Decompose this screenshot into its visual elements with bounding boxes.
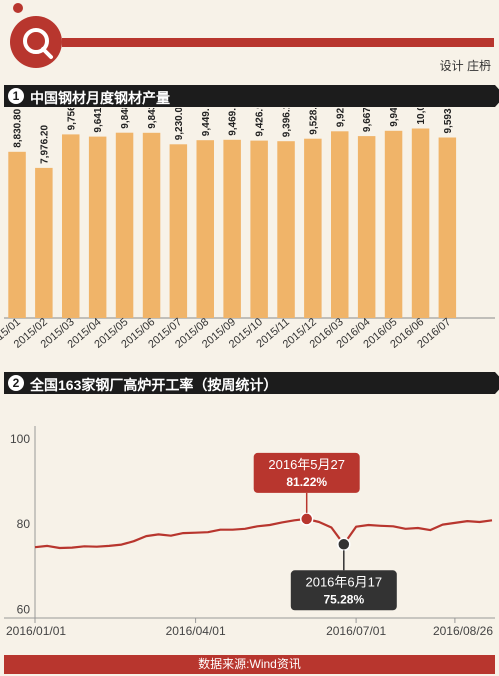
bar-value-label: 9,667.60 <box>362 108 373 132</box>
bar <box>62 134 80 318</box>
footer-bar: 数据来源:Wind资讯 <box>4 655 495 674</box>
callout-marker <box>337 537 351 552</box>
callout-bg <box>253 452 360 493</box>
bar-value-label: 9,946.10 <box>389 108 400 127</box>
bar <box>304 138 322 318</box>
x-tick-label: 2016/04/01 <box>166 624 226 638</box>
x-tick-label: 2016/08/26 <box>433 624 493 638</box>
header-rule <box>62 38 494 47</box>
logo-circle <box>10 16 62 68</box>
bar-value-label: 9,922.50 <box>335 108 346 127</box>
y-tick-label: 80 <box>17 517 31 531</box>
callout-date: 2016年6月17 <box>305 574 382 589</box>
bar <box>196 140 214 318</box>
bar-value-label: 10,071.50 <box>416 108 427 125</box>
x-tick-label: 2016/07/01 <box>326 624 386 638</box>
section1-header: 1 中国钢材月度钢材产量 <box>4 85 499 107</box>
bar-value-label: 9,469.00 <box>228 108 239 136</box>
bar-value-label: 9,641.00 <box>93 108 104 133</box>
bar <box>88 136 107 318</box>
section1-title: 中国钢材月度钢材产量 <box>30 90 170 106</box>
utilization-line <box>34 517 493 550</box>
callout-value: 75.28% <box>323 592 364 606</box>
bar-value-label: 9,528.10 <box>308 108 319 135</box>
bar <box>250 140 268 318</box>
bar <box>411 128 430 318</box>
bar <box>438 137 457 318</box>
magnifier-icon <box>23 28 49 54</box>
bar <box>169 144 188 318</box>
bar-value-label: 9,449.00 <box>201 108 212 136</box>
section2-title: 全国163家钢厂高炉开工率（按周统计） <box>30 377 278 393</box>
bar-value-label: 9,843.00 <box>147 108 158 129</box>
bar <box>142 132 161 318</box>
bar-value-label: 9,426.91 <box>255 108 266 137</box>
header-logo <box>10 3 494 68</box>
callout-date: 2016年5月27 <box>268 457 345 472</box>
bar <box>357 136 376 318</box>
section2-header: 2 全国163家钢厂高炉开工率（按周统计） <box>4 372 499 394</box>
bar <box>115 132 134 318</box>
section2-number: 2 <box>8 375 24 391</box>
y-tick-label: 100 <box>10 432 30 446</box>
bar <box>8 151 26 318</box>
data-source: 数据来源:Wind资讯 <box>198 657 301 671</box>
designer-credit: 设计 庄枬 <box>439 59 491 73</box>
section1-tail <box>495 85 499 107</box>
callout-box: 2016年5月27 81.22% <box>253 452 360 513</box>
bar <box>384 130 403 318</box>
bar-value-label: 9,848.00 <box>120 108 131 129</box>
bar <box>331 131 349 318</box>
logo-dot-small <box>13 3 23 13</box>
callout-box: 2016年6月17 75.28% <box>290 550 397 611</box>
bar-chart: 8,830.802015/017,976.202015/029,756.0020… <box>0 108 495 351</box>
callout-bg <box>290 570 397 611</box>
bar <box>223 139 241 318</box>
x-tick-label: 2016/01/01 <box>6 624 66 638</box>
callout-value: 81.22% <box>286 475 327 489</box>
section2-tail <box>495 372 499 394</box>
callout-marker <box>299 512 314 526</box>
section1-number: 1 <box>8 88 24 104</box>
line-chart: 60 80 100 2016/01/01 2016/04/01 2016/07/01 201… <box>4 426 495 638</box>
bar-value-label: 7,976.20 <box>39 125 50 164</box>
bar-value-label: 9,593.60 <box>443 108 454 134</box>
magnifier-handle <box>41 47 53 59</box>
bar <box>277 141 295 318</box>
y-tick-label: 60 <box>17 603 31 617</box>
bar-value-label: 9,396.10 <box>282 108 293 137</box>
bar <box>35 167 53 318</box>
bar-value-label: 9,756.00 <box>66 108 77 130</box>
bar-value-label: 9,230.00 <box>174 108 185 140</box>
bar-value-label: 8,830.80 <box>13 108 24 147</box>
